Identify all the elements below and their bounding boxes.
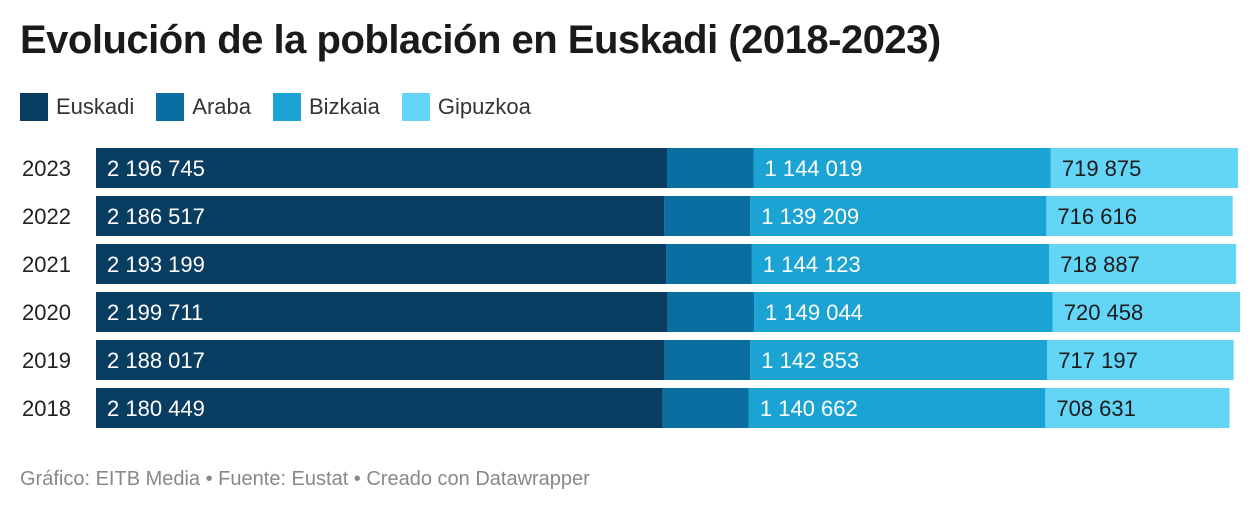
bar-araba-2018 — [662, 388, 749, 428]
row-label-2022: 2022 — [22, 204, 71, 229]
value-label-bizkaia-2020: 1 149 044 — [765, 300, 863, 325]
value-label-euskadi-2019: 2 188 017 — [107, 348, 205, 373]
value-label-gipuzkoa-2022: 716 616 — [1057, 204, 1137, 229]
legend-label-gipuzkoa: Gipuzkoa — [437, 94, 531, 119]
bar-gipuzkoa-2019 — [1047, 340, 1234, 380]
value-label-euskadi-2020: 2 199 711 — [107, 300, 203, 325]
value-label-gipuzkoa-2019: 717 197 — [1058, 348, 1138, 373]
legend-swatch-araba — [156, 93, 185, 121]
bar-bizkaia-2022 — [750, 196, 1047, 236]
bar-gipuzkoa-2023 — [1050, 148, 1238, 188]
legend-item-araba: Araba — [156, 93, 251, 121]
bar-euskadi-2020 — [96, 292, 668, 332]
bar-bizkaia-2023 — [753, 148, 1051, 188]
bar-euskadi-2018 — [96, 388, 663, 428]
value-label-euskadi-2022: 2 186 517 — [107, 204, 205, 229]
value-label-bizkaia-2018: 1 140 662 — [760, 396, 858, 421]
bar-gipuzkoa-2022 — [1046, 196, 1233, 236]
value-label-gipuzkoa-2021: 718 887 — [1060, 252, 1140, 277]
bar-bizkaia-2020 — [754, 292, 1053, 332]
bar-euskadi-2021 — [96, 244, 667, 284]
bar-gipuzkoa-2021 — [1049, 244, 1237, 284]
legend-label-araba: Araba — [192, 94, 251, 119]
legend: Euskadi Araba Bizkaia Gipuzkoa — [20, 92, 553, 122]
row-label-2019: 2019 — [22, 348, 71, 373]
chart-title: Evolución de la población en Euskadi (20… — [20, 18, 941, 62]
bar-bizkaia-2018 — [748, 388, 1046, 428]
row-label-2020: 2020 — [22, 300, 71, 325]
value-label-euskadi-2021: 2 193 199 — [107, 252, 205, 277]
bar-araba-2023 — [667, 148, 754, 188]
value-label-bizkaia-2019: 1 142 853 — [761, 348, 859, 373]
legend-item-bizkaia: Bizkaia — [273, 93, 380, 121]
legend-swatch-euskadi — [20, 93, 48, 121]
bar-euskadi-2023 — [96, 148, 667, 188]
legend-label-euskadi: Euskadi — [56, 94, 135, 119]
value-label-euskadi-2023: 2 196 745 — [107, 156, 205, 181]
bar-euskadi-2022 — [96, 196, 665, 236]
bar-euskadi-2019 — [96, 340, 665, 380]
legend-item-euskadi: Euskadi — [20, 93, 134, 121]
value-label-bizkaia-2023: 1 144 019 — [764, 156, 862, 181]
value-label-euskadi-2018: 2 180 449 — [107, 396, 205, 421]
bar-araba-2020 — [667, 292, 755, 332]
bar-araba-2021 — [666, 244, 752, 284]
row-label-2021: 2021 — [22, 252, 71, 277]
value-label-gipuzkoa-2023: 719 875 — [1062, 156, 1142, 181]
bar-gipuzkoa-2018 — [1045, 388, 1230, 428]
bar-gipuzkoa-2020 — [1052, 292, 1240, 332]
value-label-gipuzkoa-2020: 720 458 — [1064, 300, 1144, 325]
bar-araba-2022 — [664, 196, 751, 236]
bar-araba-2019 — [664, 340, 751, 380]
legend-swatch-gipuzkoa — [401, 93, 430, 121]
legend-swatch-bizkaia — [273, 93, 301, 121]
row-label-2023: 2023 — [22, 156, 71, 181]
legend-label-bizkaia: Bizkaia — [309, 94, 380, 119]
value-label-gipuzkoa-2018: 708 631 — [1056, 396, 1136, 421]
row-label-2018: 2018 — [22, 396, 71, 421]
chart-footer: Gráfico: EITB Media • Fuente: Eustat • C… — [20, 468, 590, 490]
stacked-bar-chart: 2023 2 196 745 1 144 019 719 875 2022 2 186 5… — [22, 148, 1240, 428]
legend-item-gipuzkoa: Gipuzkoa — [401, 93, 531, 121]
bar-bizkaia-2021 — [751, 244, 1050, 284]
value-label-bizkaia-2022: 1 139 209 — [761, 204, 859, 229]
value-label-bizkaia-2021: 1 144 123 — [763, 252, 861, 277]
bar-bizkaia-2019 — [750, 340, 1048, 380]
